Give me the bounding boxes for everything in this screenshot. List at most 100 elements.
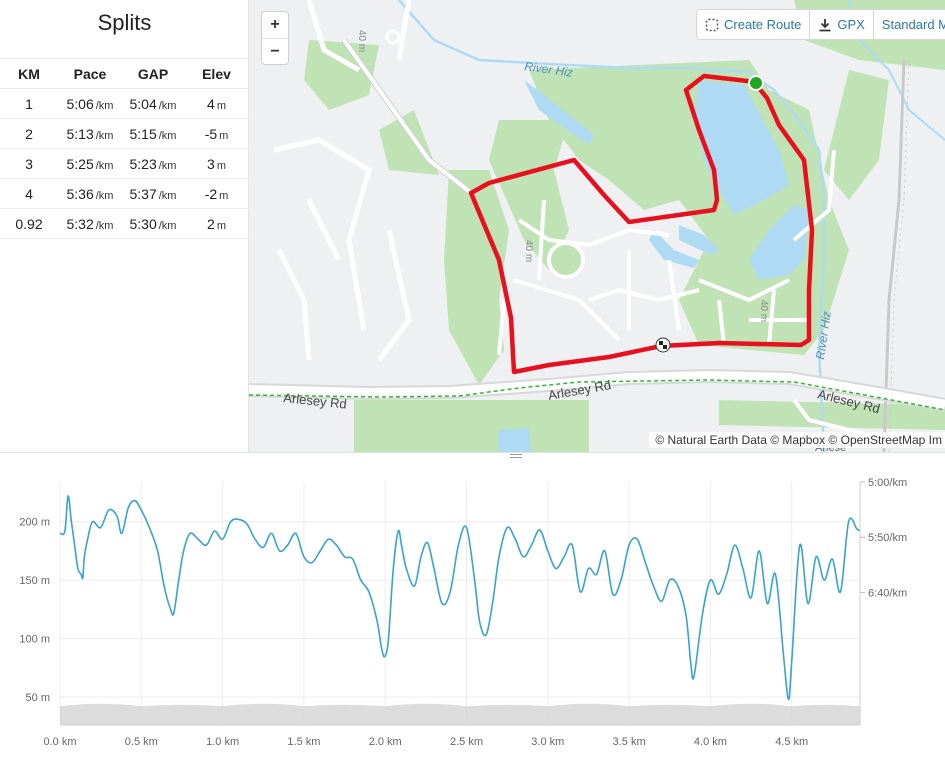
x-tick-label: 4.0 km	[694, 736, 727, 748]
pace-area-fill	[60, 703, 860, 725]
y-left-tick-label: 150 m	[19, 575, 50, 587]
x-tick-label: 3.5 km	[613, 736, 646, 748]
pace-area	[60, 703, 860, 725]
split-pace: 5:36/km	[58, 178, 122, 209]
splits-title: Splits	[97, 10, 152, 35]
map-canvas[interactable]: River Hiz River Hiz Arlesey Rd Arlesey R…	[249, 0, 945, 452]
y-right-tick-label: 5:50/km	[868, 532, 907, 544]
split-pace-value: 5:25	[66, 155, 94, 172]
split-pace-unit: /km	[95, 159, 114, 172]
split-pace-unit: /km	[95, 99, 114, 112]
header-elev[interactable]: Elev	[184, 58, 249, 89]
y-right-tick-label: 5:00/km	[868, 477, 907, 489]
split-gap: 5:23/km	[122, 148, 184, 179]
split-km: 4	[0, 178, 58, 209]
y-left-tick-label: 100 m	[19, 634, 50, 646]
split-gap: 5:15/km	[122, 118, 184, 149]
header-pace[interactable]: Pace	[58, 58, 122, 89]
map-style-label: Standard Ma	[881, 17, 945, 32]
split-gap-unit: /km	[158, 189, 177, 202]
map-attribution[interactable]: © Natural Earth Data © Mapbox © OpenStre…	[649, 432, 945, 448]
split-elev-value: -5	[204, 125, 218, 142]
split-gap-unit: /km	[158, 129, 177, 142]
split-row[interactable]: 4 5:36/km 5:37/km -2 m	[0, 178, 249, 209]
split-pace-unit: /km	[95, 129, 114, 142]
elevation-pace-chart[interactable]: 0.0 km 0.5 km 1.0 km 1.5 km 2.0 km 2.5 km 3.0 …	[0, 460, 945, 766]
split-pace-unit: /km	[95, 189, 114, 202]
route-line[interactable]	[468, 73, 815, 375]
split-pace: 5:25/km	[58, 148, 122, 179]
split-km: 0.92	[0, 208, 58, 239]
splits-header-row: KM Pace GAP Elev	[0, 58, 249, 89]
y-left-tick-label: 200 m	[19, 517, 50, 529]
split-gap-unit: /km	[158, 99, 177, 112]
x-tick-label: 2.5 km	[450, 736, 483, 748]
split-pace-value: 5:06	[66, 95, 94, 112]
split-pace-value: 5:32	[66, 215, 94, 232]
split-gap: 5:30/km	[122, 208, 184, 239]
x-tick-label: 1.0 km	[206, 736, 239, 748]
split-elev-unit: m	[216, 219, 226, 232]
arlesey-road	[249, 370, 945, 410]
elevation-line	[59, 495, 861, 701]
split-pace: 5:06/km	[58, 88, 122, 119]
park-area	[354, 400, 589, 452]
pond	[679, 225, 719, 255]
split-gap-value: 5:37	[129, 185, 157, 202]
split-elev-unit: m	[216, 99, 226, 112]
x-tick-label: 1.5 km	[287, 736, 320, 748]
create-route-button[interactable]: Create Route	[696, 9, 811, 40]
header-gap[interactable]: GAP	[122, 58, 184, 89]
panel-divider[interactable]	[0, 452, 945, 460]
chart-axes: 0.0 km 0.5 km 1.0 km 1.5 km 2.0 km 2.5 km 3.0 …	[19, 477, 907, 748]
park-area	[719, 400, 945, 430]
x-tick-label: 0.5 km	[125, 736, 158, 748]
elevation-series	[59, 495, 861, 701]
split-elev-value: 4	[207, 95, 215, 112]
contour-label: 40 m	[356, 30, 367, 52]
park-area	[444, 170, 509, 385]
zoom-control: + −	[261, 11, 289, 65]
split-row[interactable]: 2 5:13/km 5:15/km -5 m	[0, 118, 249, 149]
split-elev-value: 2	[207, 215, 215, 232]
zoom-out-button[interactable]: −	[262, 38, 288, 64]
start-marker-icon[interactable]	[748, 75, 764, 91]
download-icon	[818, 18, 832, 32]
gpx-download-button[interactable]: GPX	[810, 9, 874, 40]
checkered-flag-icon[interactable]	[655, 337, 671, 353]
zoom-in-button[interactable]: +	[270, 16, 280, 33]
contour-label: 40 m	[523, 240, 534, 262]
estate-streets	[497, 149, 836, 356]
split-gap-value: 5:15	[129, 125, 157, 142]
drag-handle-icon[interactable]	[510, 454, 522, 460]
splits-panel: Splits KM Pace GAP Elev 1 5:06/km 5:04/k…	[0, 0, 249, 452]
river-label: River Hiz	[524, 59, 574, 80]
map-toolbar: Create Route GPX Standard Ma	[696, 9, 945, 40]
x-tick-label: 0.0 km	[43, 736, 76, 748]
split-elev-unit: m	[219, 189, 229, 202]
chart-canvas[interactable]: 0.0 km 0.5 km 1.0 km 1.5 km 2.0 km 2.5 km 3.0 …	[0, 460, 945, 766]
river-label: River Hiz	[813, 310, 834, 360]
split-gap-value: 5:30	[129, 215, 157, 232]
split-km: 2	[0, 118, 58, 149]
dotted-route-icon	[705, 18, 719, 32]
split-elev-value: -2	[204, 185, 218, 202]
railway	[882, 59, 906, 452]
split-pace-unit: /km	[95, 219, 114, 232]
route-map[interactable]: River Hiz River Hiz Arlesey Rd Arlesey R…	[249, 0, 945, 452]
split-elev-unit: m	[219, 129, 229, 142]
split-gap-unit: /km	[158, 159, 177, 172]
lake	[694, 80, 789, 215]
cycle-path	[249, 379, 945, 411]
header-km[interactable]: KM	[0, 58, 58, 89]
map-style-button[interactable]: Standard Ma	[873, 9, 945, 40]
x-tick-label: 3.0 km	[531, 736, 564, 748]
split-pace-value: 5:13	[66, 125, 94, 142]
